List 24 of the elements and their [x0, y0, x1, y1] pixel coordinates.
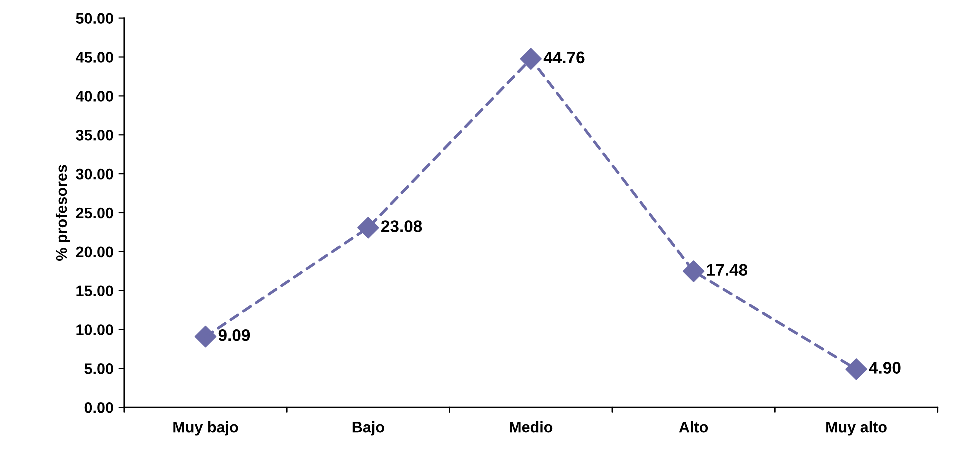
data-label: 9.09 — [218, 330, 250, 342]
x-tick-label: Alto — [679, 422, 708, 433]
y-tick-label: 10.00 — [76, 324, 114, 336]
y-tick-label: 30.00 — [76, 168, 114, 180]
y-tick-label: 5.00 — [84, 364, 114, 374]
y-tick-label: 40.00 — [76, 91, 114, 102]
y-tick-label: 20.00 — [76, 246, 114, 258]
y-tick-label: 0.00 — [84, 402, 114, 414]
x-tick-label: Muy bajo — [174, 422, 238, 436]
data-label: 44.76 — [544, 52, 585, 64]
point — [194, 326, 217, 348]
x-tick-label: Muy alto — [826, 422, 887, 436]
point — [846, 358, 868, 380]
data-label: 23.08 — [382, 220, 422, 232]
data-label: 17.48 — [707, 264, 748, 276]
y-axis-title: % profesores — [56, 165, 70, 261]
x-tick-label: Medio — [510, 422, 553, 433]
y-tick-label: 45.00 — [76, 52, 114, 63]
y-tick-label: 35.00 — [76, 130, 114, 141]
y-tick-label: 50.00 — [76, 13, 114, 24]
data-label: 4.90 — [869, 362, 901, 374]
y-tick-label: 15.00 — [76, 286, 114, 297]
y-tick-label: 25.00 — [76, 208, 114, 219]
x-tick-label: Bajo — [352, 422, 384, 436]
